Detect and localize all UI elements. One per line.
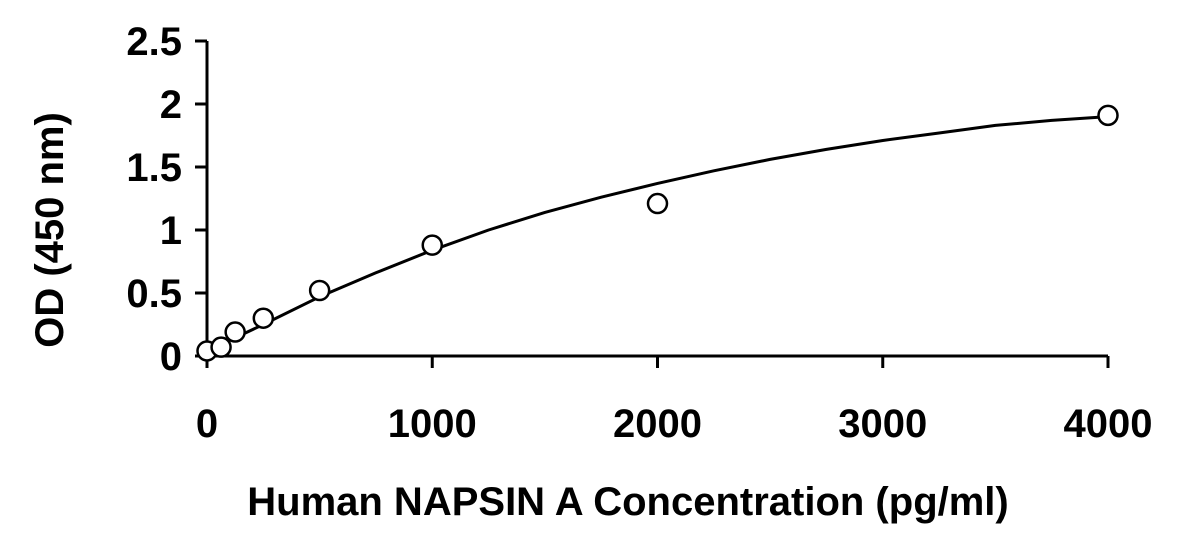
y-tick-label: 0 [160, 335, 182, 379]
data-point [308, 279, 331, 302]
x-tick-label: 4000 [1064, 402, 1153, 446]
y-tick-label: 1.5 [126, 146, 182, 190]
y-tick-label: 1 [160, 209, 182, 253]
x-tick-label: 1000 [388, 402, 477, 446]
data-point [646, 192, 669, 215]
y-tick-label: 2 [160, 83, 182, 127]
data-point [1097, 104, 1119, 127]
y-axis-title: OD (450 nm) [28, 112, 72, 348]
data-point [224, 321, 246, 343]
data-point [210, 336, 232, 358]
fit-curve [206, 115, 1109, 353]
x-tick-label: 0 [196, 402, 218, 446]
x-axis-ticks: 0 1000 2000 3000 4000 [196, 356, 1153, 446]
data-point [421, 234, 443, 256]
data-points [196, 104, 1119, 362]
y-tick-label: 0.5 [126, 272, 182, 316]
x-tick-label: 3000 [838, 402, 927, 446]
y-tick-label: 2.5 [126, 20, 182, 64]
axes [197, 41, 1108, 358]
y-axis-ticks: 0 0.5 1 1.5 2 2.5 [126, 20, 207, 379]
x-tick-label: 2000 [613, 402, 702, 446]
data-point [252, 307, 275, 329]
x-axis-title: Human NAPSIN A Concentration (pg/ml) [247, 480, 1008, 524]
